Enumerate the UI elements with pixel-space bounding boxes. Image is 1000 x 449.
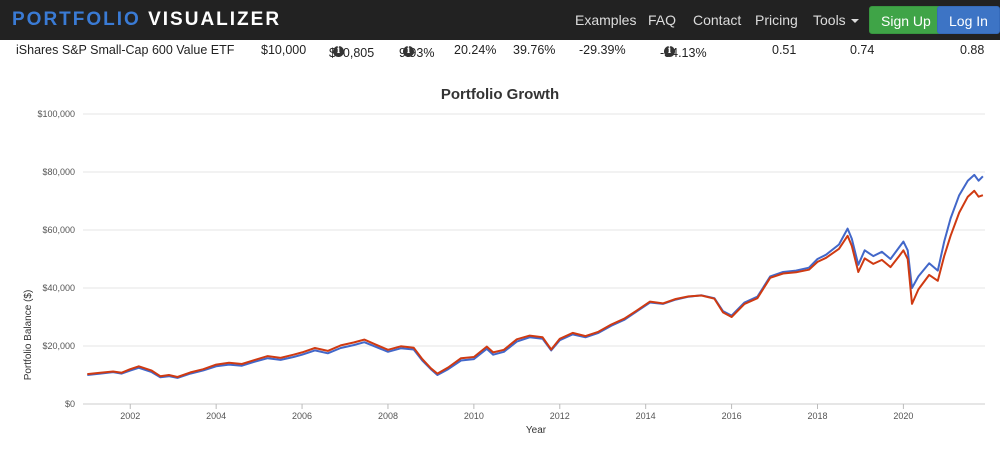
nav-faq[interactable]: FAQ [648, 12, 677, 28]
table-row: iShares S&P Small-Cap 600 Value ETF $10,… [0, 40, 1000, 60]
x-tick-label: 2010 [464, 411, 484, 421]
brand-logo[interactable]: PORTFOLIO VISUALIZER [12, 9, 281, 31]
x-tick-label: 2016 [722, 411, 742, 421]
signup-button[interactable]: Sign Up [869, 6, 943, 34]
sharpe-ratio: 0.51 [772, 43, 797, 57]
y-tick-label: $60,000 [42, 225, 75, 235]
caret-down-icon [850, 19, 859, 24]
info-icon[interactable]: i [403, 46, 414, 57]
x-axis-ticks: 2002 2004 2006 2008 2010 2012 2014 2016 2018 2020 [120, 404, 913, 421]
nav-examples[interactable]: Examples [575, 12, 637, 28]
y-axis-ticks: $0 $20,000 $40,000 $60,000 $80,000 $100,000 [37, 109, 75, 409]
x-tick-label: 2006 [292, 411, 312, 421]
y-tick-label: $80,000 [42, 167, 75, 177]
stdev: 20.24% [454, 43, 497, 57]
y-tick-label: $40,000 [42, 283, 75, 293]
x-tick-label: 2014 [636, 411, 656, 421]
best-year: 39.76% [513, 43, 556, 57]
initial-balance: $10,000 [261, 43, 307, 57]
nav-pricing[interactable]: Pricing [755, 12, 798, 28]
chart-gridlines [83, 113, 985, 405]
brand-part1: PORTFOLIO [12, 9, 141, 30]
x-tick-label: 2008 [378, 411, 398, 421]
portfolio-growth-chart: Portfolio Growth $0 $20,000 $40,000 $60,000… [23, 86, 985, 436]
asset-name: iShares S&P Small-Cap 600 Value ETF [16, 43, 235, 57]
x-tick-label: 2004 [206, 411, 226, 421]
x-axis-label: Year [526, 425, 547, 436]
info-icon[interactable]: i [664, 46, 675, 57]
navbar: PORTFOLIO VISUALIZER Examples FAQ Contac… [0, 0, 1000, 40]
nav-tools-label: Tools [813, 12, 846, 28]
x-tick-label: 2002 [120, 411, 140, 421]
login-button[interactable]: Log In [937, 6, 1000, 34]
nav-contact[interactable]: Contact [693, 12, 742, 28]
x-tick-label: 2020 [893, 411, 913, 421]
info-icon[interactable]: i [333, 46, 344, 57]
brand-part2: VISUALIZER [148, 9, 282, 30]
sortino-ratio: 0.74 [850, 43, 875, 57]
market-correlation: 0.88 [960, 43, 985, 57]
y-tick-label: $100,000 [37, 109, 75, 119]
y-tick-label: $0 [65, 399, 75, 409]
y-tick-label: $20,000 [42, 341, 75, 351]
x-tick-label: 2018 [807, 411, 827, 421]
y-axis-label: Portfolio Balance ($) [23, 290, 34, 381]
series-line-portfolio-2 [87, 189, 984, 378]
chart-title: Portfolio Growth [441, 86, 559, 103]
chart-series [87, 173, 984, 379]
x-tick-label: 2012 [550, 411, 570, 421]
worst-year: -29.39% [579, 43, 626, 57]
series-line-portfolio-1 [87, 173, 984, 379]
nav-tools-dropdown[interactable]: Tools [813, 12, 859, 28]
